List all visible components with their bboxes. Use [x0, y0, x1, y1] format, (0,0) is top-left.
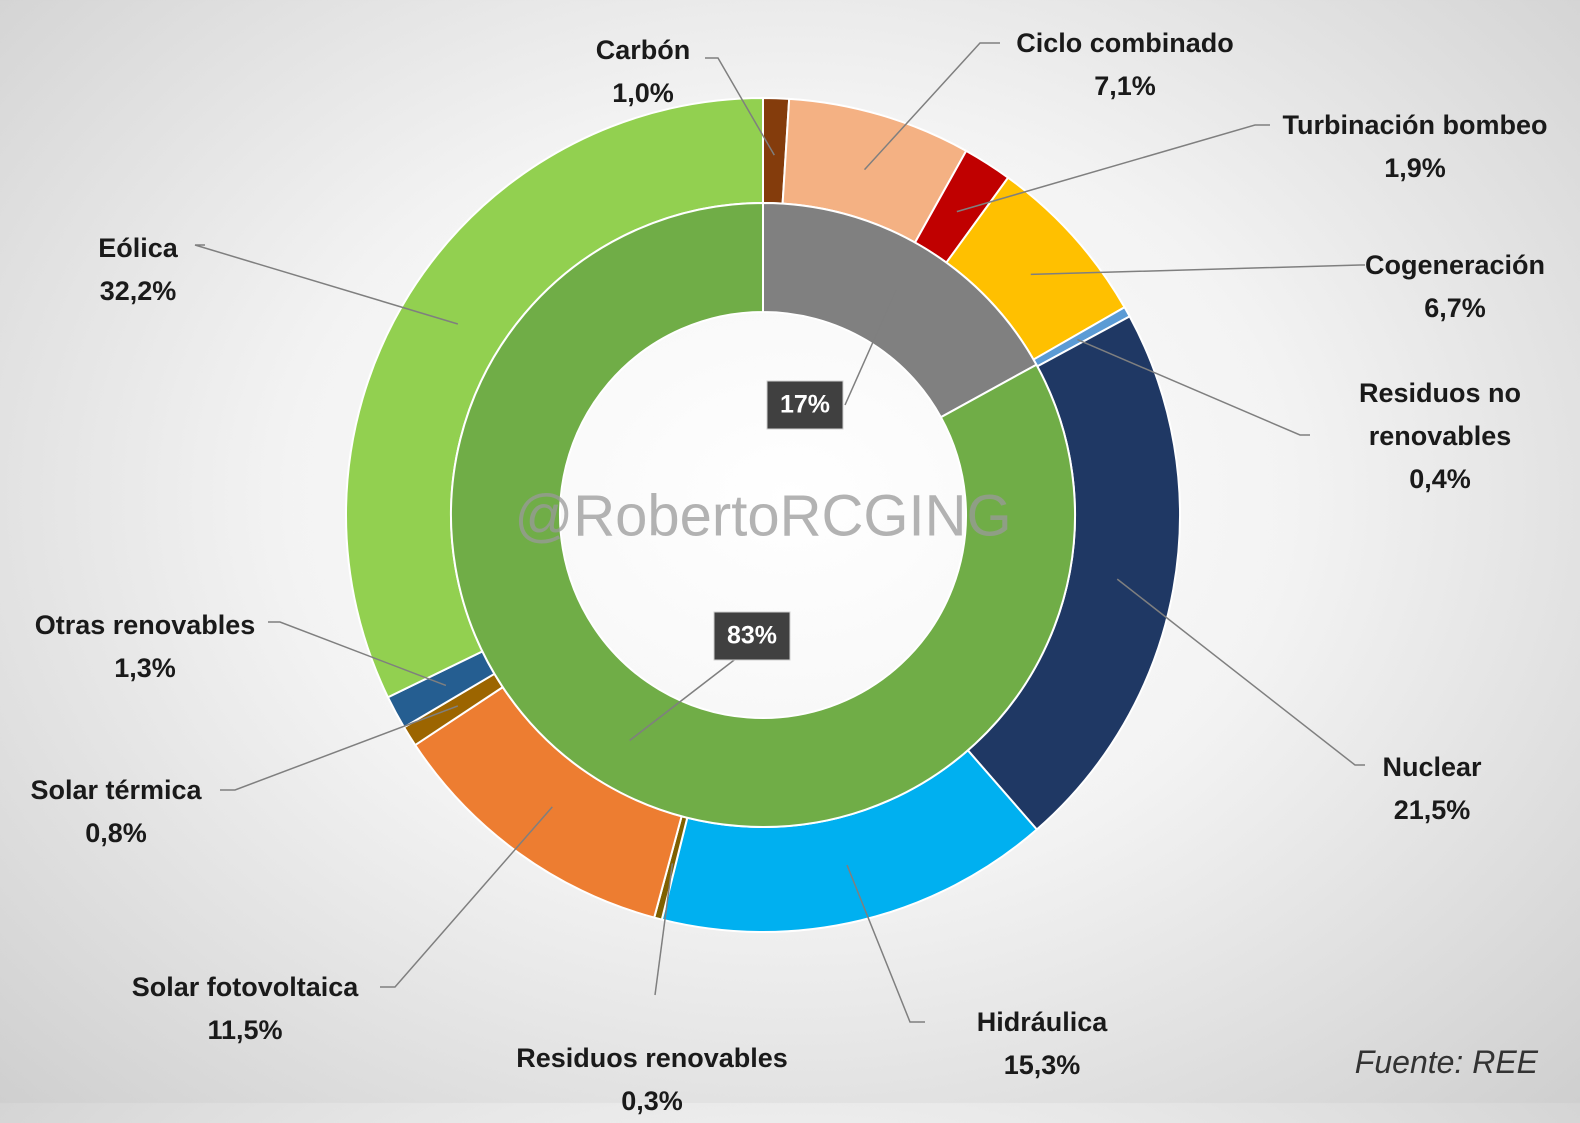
category-label: Residuos no renovables: [1358, 378, 1521, 451]
slice-label: Solar térmica 0,8%: [30, 769, 201, 855]
category-label: Eólica: [98, 233, 178, 263]
leader-line: [629, 653, 743, 742]
leader-line: [194, 244, 459, 325]
slice-label: Hidráulica 15,3%: [977, 1001, 1108, 1087]
slice-label: Eólica 32,2%: [98, 227, 178, 313]
slice-label: Ciclo combinado 7,1%: [1016, 22, 1234, 108]
leader-line: [844, 289, 898, 406]
leader-line: [956, 124, 1270, 213]
label-box: [766, 380, 844, 430]
category-label: Ciclo combinado: [1016, 28, 1234, 58]
leader-line: [1030, 264, 1365, 276]
source: Fuente: REE: [1354, 1044, 1538, 1080]
category-label: Solar fotovoltaica: [131, 972, 359, 1002]
category-label: Nuclear: [1382, 752, 1482, 782]
category-label: Solar térmica: [30, 775, 202, 805]
value-label: 17%: [780, 391, 830, 419]
slice-label: Solar fotovoltaica 11,5%: [132, 966, 359, 1052]
leader-line: [1116, 578, 1365, 766]
leader-line: [268, 621, 447, 687]
category-label: Hidráulica: [976, 1007, 1108, 1037]
value-label: 1,3%: [114, 653, 176, 683]
category-label: Cogeneración: [1364, 250, 1546, 280]
slice-label: Otras renovables 1,3%: [35, 604, 256, 690]
leader-line: [1077, 338, 1310, 436]
slice-label: Residuos no renovables 0,4%: [1345, 372, 1535, 501]
watermark: @RobertoRCGING: [514, 483, 1011, 548]
slice: [450, 201, 1076, 828]
leader-line: [654, 863, 674, 996]
value-label: 0,4%: [1409, 464, 1471, 494]
label-box: [713, 611, 791, 661]
leader-line: [220, 705, 459, 791]
value-label: 1,0%: [612, 78, 674, 108]
slice-label: Residuos renovables 0,3%: [516, 1037, 788, 1123]
value-label: 0,3%: [621, 1086, 683, 1116]
leader-line: [380, 806, 553, 988]
slice-label: Nuclear 21,5%: [1382, 746, 1481, 832]
slice-label: Carbón 1,0%: [596, 29, 691, 115]
value-label: 83%: [727, 622, 777, 650]
value-label: 0,8%: [85, 818, 147, 848]
category-label: Residuos renovables: [516, 1043, 788, 1073]
leader-line: [846, 864, 925, 1023]
slice-label: Turbinación bombeo 1,9%: [1283, 104, 1548, 190]
value-label: 1,9%: [1384, 153, 1446, 183]
leader-line: [863, 42, 1000, 171]
value-label: 32,2%: [99, 276, 177, 306]
category-label: Carbón: [595, 35, 691, 65]
value-label: 11,5%: [207, 1015, 283, 1045]
value-label: 7,1%: [1094, 71, 1156, 101]
category-label: Turbinación bombeo: [1282, 110, 1548, 140]
leader-line: [705, 57, 775, 156]
category-label: Otras renovables: [34, 610, 256, 640]
value-label: 15,3%: [1003, 1050, 1081, 1080]
value-label: 6,7%: [1424, 293, 1486, 323]
slice-label: Cogeneración 6,7%: [1365, 244, 1545, 330]
value-label: 21,5%: [1393, 795, 1471, 825]
